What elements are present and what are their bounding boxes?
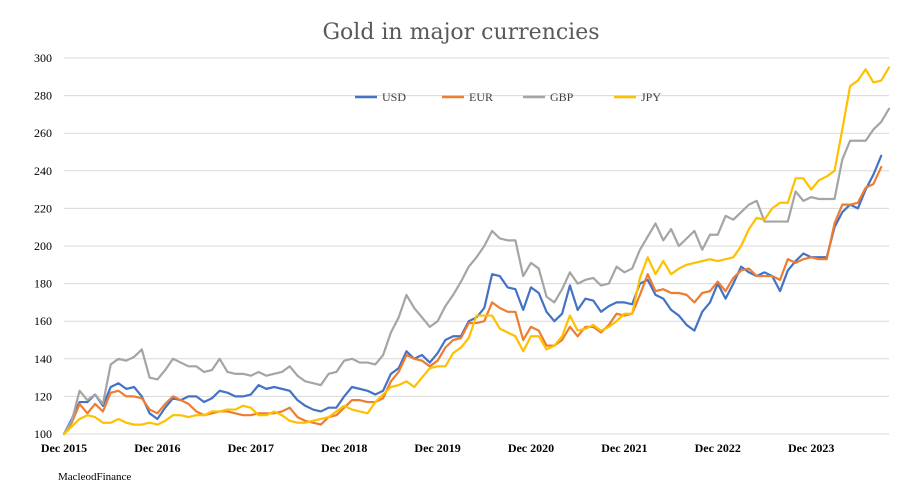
x-tick-label: Dec 2019 — [414, 441, 460, 455]
legend-item-gbp: GBP — [523, 90, 574, 104]
source-label: MacleodFinance — [58, 471, 131, 483]
legend-label: EUR — [469, 90, 493, 104]
y-tick-label: 200 — [34, 239, 52, 253]
legend: USD EUR GBP JPY — [355, 90, 661, 104]
y-tick-label: 140 — [34, 352, 52, 366]
legend-item-jpy: JPY — [614, 90, 661, 104]
legend-label: USD — [382, 90, 406, 104]
legend-label: JPY — [641, 90, 661, 104]
y-tick-label: 100 — [34, 427, 52, 441]
chart-title: Gold in major currencies — [322, 20, 599, 45]
y-tick-label: 240 — [34, 164, 52, 178]
x-axis-ticks: Dec 2015 Dec 2016 Dec 2017 Dec 2018 Dec 2019… — [41, 441, 834, 455]
x-tick-label: Dec 2023 — [788, 441, 834, 455]
y-tick-label: 180 — [34, 277, 52, 291]
x-tick-label: Dec 2016 — [134, 441, 180, 455]
series-line-eur — [62, 165, 883, 436]
legend-item-usd: USD — [355, 90, 406, 104]
y-tick-label: 160 — [34, 314, 52, 328]
y-tick-label: 300 — [34, 51, 52, 65]
legend-item-eur: EUR — [442, 90, 493, 104]
x-tick-label: Dec 2015 — [41, 441, 87, 455]
y-tick-label: 260 — [34, 126, 52, 140]
series-lines — [62, 66, 891, 436]
series-line-jpy — [62, 66, 891, 436]
y-tick-label: 280 — [34, 89, 52, 103]
legend-label: GBP — [550, 90, 574, 104]
y-tick-label: 120 — [34, 389, 52, 403]
x-tick-label: Dec 2018 — [321, 441, 367, 455]
series-line-usd — [62, 154, 883, 436]
y-axis-ticks: 100 120 140 160 180 200 220 240 260 280 300 — [34, 51, 52, 441]
x-tick-label: Dec 2020 — [508, 441, 554, 455]
x-tick-label: Dec 2022 — [695, 441, 741, 455]
x-tick-label: Dec 2017 — [228, 441, 274, 455]
gridlines — [64, 57, 889, 435]
y-tick-label: 220 — [34, 201, 52, 215]
series-line-gbp — [62, 107, 891, 436]
x-tick-label: Dec 2021 — [601, 441, 647, 455]
